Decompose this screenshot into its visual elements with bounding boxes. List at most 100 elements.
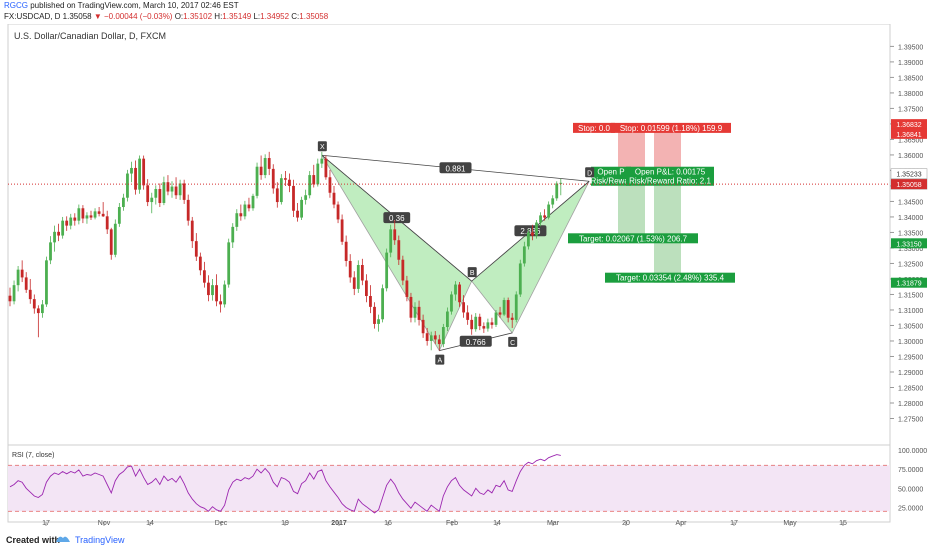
y-tick-label: 1.28500: [898, 385, 923, 392]
candle-body: [369, 296, 372, 307]
price-label-bg: [891, 128, 927, 139]
position-label-bg: [605, 272, 735, 283]
candle-body: [162, 182, 166, 203]
candle-body: [531, 232, 534, 236]
position-label-bg: [568, 233, 698, 244]
candle-body: [85, 215, 89, 219]
candle-body: [304, 195, 308, 200]
candle-body: [292, 185, 295, 211]
pattern-point-bg: [508, 336, 518, 347]
y-tick-label: 1.31000: [898, 308, 923, 315]
x-tick-label: 17: [730, 520, 738, 527]
position-label: Target: 0.03354 (2.48%) 335.4: [616, 274, 725, 283]
position-tools[interactable]: Stop: 0.0 Stop: 0.01599 (1.18%) 159.9 Open…: [568, 122, 735, 283]
rsi-label: RSI (7, close): [12, 452, 54, 459]
candle-body: [146, 185, 150, 203]
candle-body: [154, 189, 158, 198]
candle-body: [437, 339, 441, 345]
publish-header: RGCG published on TradingView.com, March…: [4, 1, 239, 10]
candle-body: [117, 207, 121, 224]
rsi-tick-label: 50.0000: [898, 486, 923, 493]
ratio-label: 0.36: [389, 214, 405, 223]
x-tick-label: Apr: [676, 520, 688, 527]
candle-body: [547, 204, 551, 218]
ohlc-header: FX:USDCAD, D 1.35058 ▼ −0.00044 (−0.03%)…: [4, 12, 329, 21]
ratio-label: 0.766: [466, 338, 487, 347]
x-tick-label: Dec: [215, 520, 228, 527]
candle-body: [446, 311, 449, 328]
tradingview-link[interactable]: TradingView: [75, 535, 125, 545]
candle-body: [28, 289, 32, 300]
candle-body: [300, 199, 303, 218]
candle-body: [510, 317, 514, 320]
candle-body: [514, 294, 518, 320]
x-tick-label: Nov: [98, 520, 111, 527]
position-label-bg: [573, 122, 615, 133]
y-tick-label: 1.32500: [898, 261, 923, 268]
candle-body: [77, 208, 81, 221]
y-tick-label: 1.29500: [898, 354, 923, 361]
position-label: Open P: [597, 168, 624, 177]
position-label-bg: [626, 166, 714, 177]
candle-body: [138, 158, 141, 190]
candle-body: [113, 223, 117, 255]
pattern-point-bg: [317, 141, 327, 152]
candle-body: [474, 316, 478, 330]
candle-body: [105, 216, 109, 230]
candle-body: [555, 183, 559, 199]
candle-body: [344, 241, 348, 261]
candle-body: [518, 263, 522, 295]
candle-body: [356, 265, 360, 289]
candle-body: [182, 183, 186, 200]
candle-body: [126, 173, 129, 198]
candle-body: [539, 215, 542, 223]
candle-body: [324, 158, 328, 178]
ratio-label: 0.881: [445, 164, 466, 173]
candle-body: [486, 322, 490, 329]
pattern-point-label: B: [470, 270, 475, 277]
harmonic-pattern[interactable]: 0.881 0.36 0.766 2.886 X A B C D: [317, 141, 595, 365]
x-tick-label: Feb: [446, 520, 458, 527]
candle-body: [142, 158, 146, 186]
y-tick-label: 1.39500: [898, 44, 923, 51]
footer: Created with TradingView: [0, 529, 932, 550]
candle-body: [247, 204, 251, 209]
price-change: ▼ −0.00044 (−0.03%): [93, 12, 173, 21]
candle-body: [109, 229, 113, 255]
candle-body: [223, 284, 227, 305]
candle-body: [174, 186, 178, 196]
position-label: Stop: 0.0: [578, 124, 611, 133]
candle-body: [527, 232, 530, 247]
price-labels: 1.368321.368411.352331.352171.350581.331…: [890, 119, 928, 288]
candle-body: [506, 300, 510, 318]
candle-body: [24, 277, 28, 290]
y-tick-label: 1.34000: [898, 215, 923, 222]
pattern-point-label: D: [587, 170, 592, 177]
candle-body: [89, 215, 93, 218]
rsi-tick-label: 25.0000: [898, 506, 923, 513]
candle-body: [271, 168, 275, 189]
candle-body: [178, 183, 182, 196]
publish-info: published on TradingView.com, March 10, …: [28, 1, 239, 10]
close-value: 1.35058: [299, 12, 329, 21]
y-tick-label: 1.30500: [898, 323, 923, 330]
price-label: 1.36841: [896, 132, 921, 139]
candle-body: [130, 167, 133, 174]
candle-body: [49, 242, 52, 261]
author-link[interactable]: RGCG: [4, 1, 28, 10]
candle-body: [316, 163, 320, 185]
candle-body: [235, 213, 239, 227]
y-tick-label: 1.33000: [898, 246, 923, 253]
candle-body: [401, 259, 405, 281]
candle-body: [57, 231, 60, 236]
candle-body: [348, 260, 352, 278]
candle-body: [215, 285, 218, 302]
pattern-point-label: X: [320, 144, 325, 151]
position-label: Stop: 0.01599 (1.18%) 159.9: [620, 124, 723, 133]
price-chart[interactable]: U.S. Dollar/Canadian Dollar, D, FXCM 1.3…: [0, 24, 932, 529]
price-label-bg: [891, 119, 927, 130]
candle-body: [490, 322, 494, 325]
candle-body: [393, 229, 397, 241]
candle-body: [559, 182, 563, 184]
y-tick-label: 1.38000: [898, 91, 923, 98]
